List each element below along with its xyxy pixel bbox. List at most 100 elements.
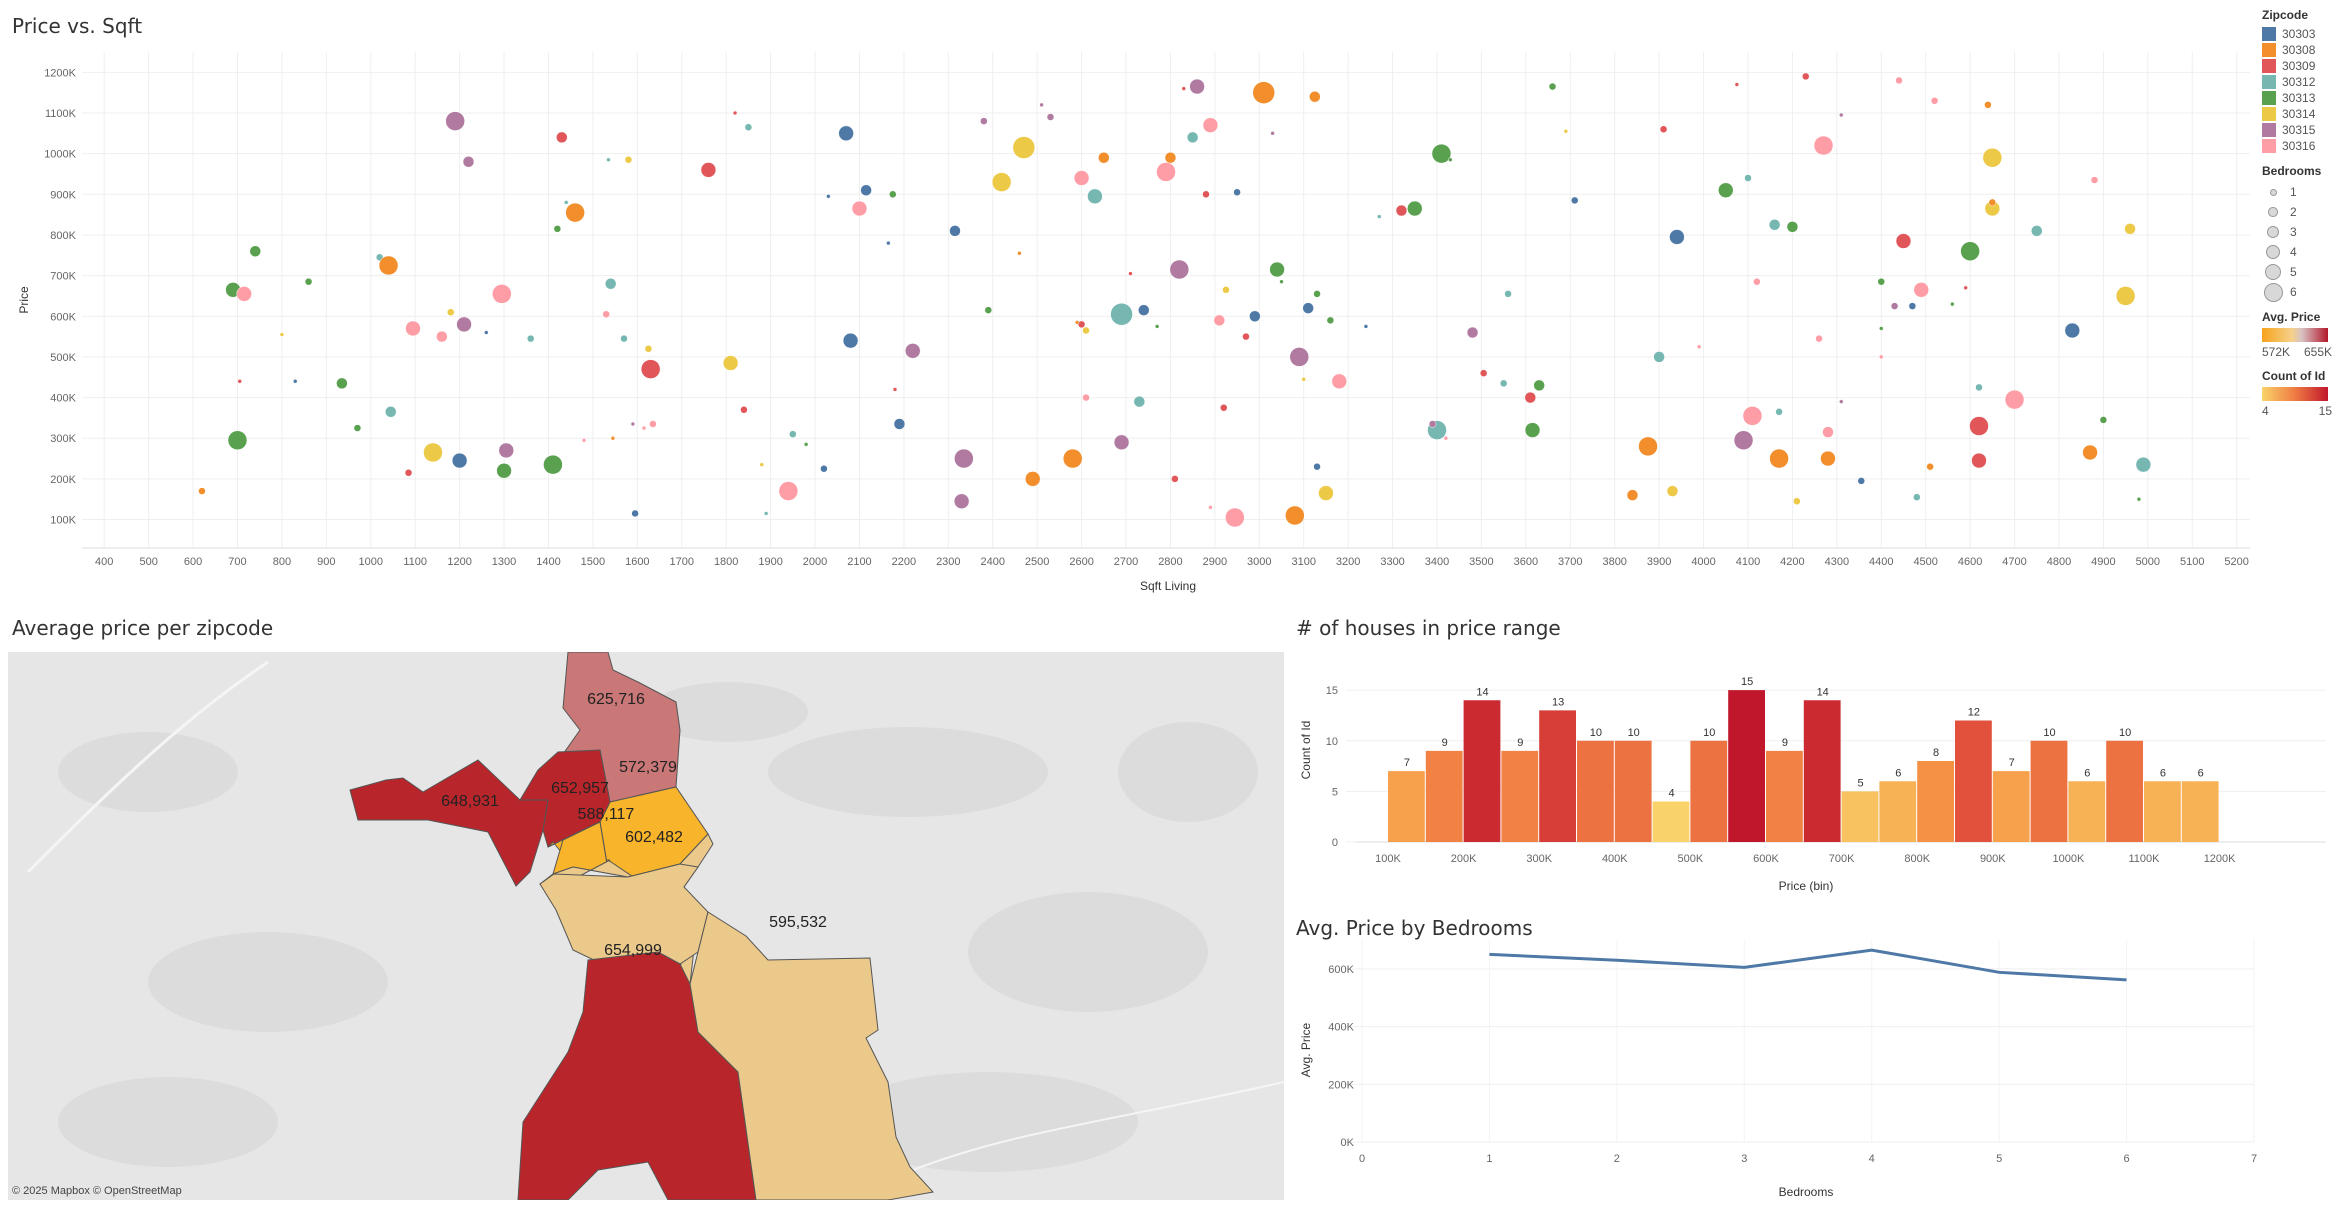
scatter-point[interactable]: [886, 240, 891, 246]
scatter-point[interactable]: [1815, 334, 1823, 343]
scatter-point[interactable]: [526, 334, 535, 343]
scatter-point[interactable]: [610, 435, 616, 441]
scatter-point[interactable]: [1742, 406, 1763, 426]
scatter-point[interactable]: [1718, 182, 1734, 198]
scatter-point[interactable]: [851, 200, 868, 217]
scatter-point[interactable]: [893, 418, 906, 430]
scatter-point[interactable]: [1128, 271, 1133, 276]
scatter-point[interactable]: [1659, 125, 1668, 133]
scatter-point[interactable]: [1428, 420, 1437, 428]
scatter-point[interactable]: [1279, 279, 1284, 284]
scatter-point[interactable]: [1930, 97, 1939, 105]
scatter-point[interactable]: [763, 511, 769, 516]
scatter-point[interactable]: [744, 123, 753, 131]
scatter-point[interactable]: [1768, 219, 1781, 231]
scatter-point[interactable]: [1110, 302, 1133, 326]
scatter-point[interactable]: [722, 355, 739, 371]
scatter-point[interactable]: [1971, 452, 1987, 469]
price-bin-bar[interactable]: [2181, 781, 2219, 842]
scatter-point[interactable]: [2004, 389, 2025, 410]
scatter-point[interactable]: [385, 406, 397, 418]
scatter-point[interactable]: [1363, 324, 1369, 329]
scatter-point[interactable]: [1301, 377, 1306, 382]
scatter-point[interactable]: [198, 487, 206, 495]
scatter-point[interactable]: [292, 379, 298, 384]
price-bin-bar[interactable]: [1652, 801, 1690, 843]
price-bin-bar[interactable]: [1388, 771, 1425, 842]
scatter-point[interactable]: [405, 320, 421, 337]
scatter-point[interactable]: [1269, 261, 1285, 278]
zipcode-legend-item[interactable]: 30303: [2262, 26, 2339, 42]
scatter-point[interactable]: [1443, 435, 1449, 441]
scatter-point[interactable]: [1913, 493, 1921, 501]
price-bin-bar[interactable]: [1463, 700, 1501, 842]
scatter-point[interactable]: [1744, 174, 1752, 182]
bedrooms-legend-item[interactable]: 4: [2262, 242, 2339, 262]
scatter-point[interactable]: [1087, 188, 1103, 205]
scatter-point[interactable]: [2082, 444, 2098, 461]
scatter-point[interactable]: [404, 469, 413, 477]
scatter-point[interactable]: [644, 345, 653, 353]
scatter-point[interactable]: [826, 194, 831, 199]
price-bin-bar[interactable]: [2030, 740, 2068, 842]
scatter-point[interactable]: [820, 464, 828, 473]
scatter-point[interactable]: [1466, 326, 1479, 339]
scatter-point[interactable]: [860, 184, 872, 196]
price-bin-bar[interactable]: [2106, 740, 2143, 842]
scatter-point[interactable]: [2124, 223, 2136, 235]
scatter-point[interactable]: [1046, 113, 1055, 121]
scatter-point[interactable]: [620, 334, 628, 343]
scatter-point[interactable]: [1302, 302, 1314, 314]
scatter-point[interactable]: [563, 200, 569, 205]
scatter-point[interactable]: [1395, 204, 1408, 217]
scatter-point[interactable]: [1249, 310, 1261, 323]
zipcode-map[interactable]: 625,716 572,379 648,931 652,957 588,117 602,4…: [8, 652, 1284, 1200]
scatter-point[interactable]: [1963, 285, 1968, 291]
scatter-point[interactable]: [1913, 282, 1929, 298]
scatter-point[interactable]: [1653, 351, 1665, 363]
bedrooms-legend-item[interactable]: 3: [2262, 222, 2339, 242]
scatter-point[interactable]: [1113, 434, 1130, 451]
scatter-point[interactable]: [1154, 324, 1160, 329]
price-bin-bar[interactable]: [1766, 750, 1803, 842]
scatter-point[interactable]: [2115, 286, 2136, 306]
scatter-point[interactable]: [423, 442, 443, 463]
scatter-point[interactable]: [2135, 456, 2152, 473]
scatter-point[interactable]: [892, 387, 898, 392]
scatter-point[interactable]: [980, 117, 988, 125]
scatter-point[interactable]: [1775, 408, 1783, 416]
scatter-point[interactable]: [778, 481, 799, 501]
zipcode-legend-item[interactable]: 30308: [2262, 42, 2339, 58]
scatter-point[interactable]: [237, 379, 242, 384]
price-bin-bar[interactable]: [1501, 750, 1539, 842]
scatter-point[interactable]: [279, 332, 285, 337]
scatter-point[interactable]: [1734, 82, 1740, 87]
scatter-point[interactable]: [641, 425, 647, 431]
scatter-point[interactable]: [1524, 391, 1537, 404]
scatter-point[interactable]: [1309, 90, 1321, 103]
scatter-point[interactable]: [1857, 477, 1866, 485]
scatter-point[interactable]: [838, 125, 854, 142]
scatter-point[interactable]: [984, 306, 993, 314]
scatter-point[interactable]: [553, 225, 562, 233]
scatter-point[interactable]: [1950, 301, 1955, 307]
scatter-point[interactable]: [649, 420, 657, 428]
scatter-point[interactable]: [1895, 233, 1912, 249]
scatter-point[interactable]: [759, 462, 764, 467]
scatter-point[interactable]: [1024, 471, 1041, 487]
scatter-point[interactable]: [1879, 326, 1884, 331]
scatter-point[interactable]: [1666, 485, 1679, 497]
scatter-point[interactable]: [2031, 225, 2043, 237]
scatter-point[interactable]: [1926, 462, 1934, 471]
price-bin-bar[interactable]: [1728, 690, 1765, 842]
scatter-point[interactable]: [1499, 379, 1508, 388]
scatter-point[interactable]: [556, 131, 568, 144]
scatter-point[interactable]: [630, 421, 636, 427]
zipcode-legend-item[interactable]: 30312: [2262, 74, 2339, 90]
scatter-point[interactable]: [1169, 259, 1190, 280]
scatter-point[interactable]: [1407, 200, 1423, 217]
scatter-point[interactable]: [1753, 277, 1761, 286]
scatter-point[interactable]: [991, 172, 1012, 192]
scatter-point[interactable]: [456, 316, 472, 333]
scatter-point[interactable]: [496, 463, 512, 479]
